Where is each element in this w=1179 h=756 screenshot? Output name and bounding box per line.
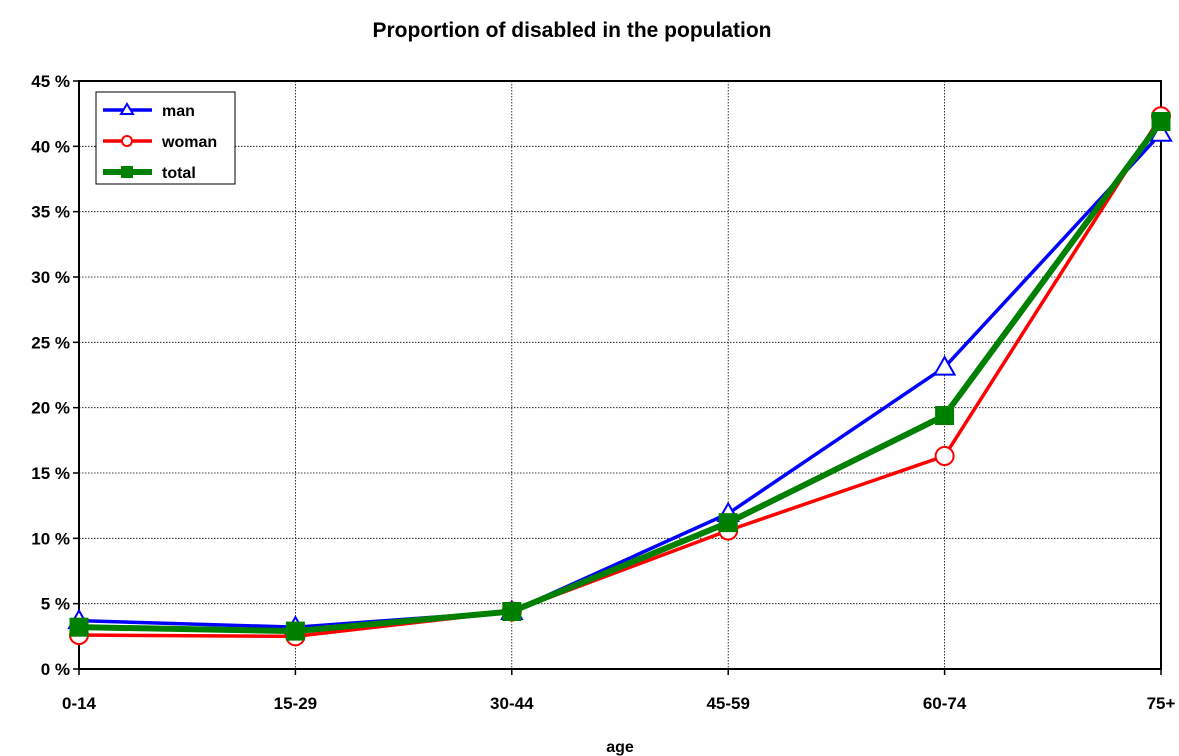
legend-label: man	[162, 103, 195, 120]
x-tick-label: 45-59	[706, 694, 749, 713]
legend-item-man: man	[103, 102, 195, 120]
data-point-total	[285, 621, 305, 641]
legend-square-icon	[121, 166, 133, 178]
series-layer	[67, 106, 1173, 647]
series-total	[69, 112, 1171, 641]
chart-title: Proportion of disabled in the population	[373, 19, 772, 42]
legend-item-woman: woman	[103, 134, 217, 151]
legend-item-total: total	[103, 165, 196, 182]
legend-triangle-icon	[119, 102, 135, 115]
x-axis-label: age	[606, 739, 634, 756]
x-axis-ticks: 0-14 15-29 30-44 45-59 60-74 75+	[62, 669, 1176, 713]
data-point-total	[1151, 112, 1171, 132]
data-point-total	[718, 513, 738, 533]
legend-label: woman	[161, 134, 217, 151]
series-line-man	[78, 132, 1163, 629]
y-tick-label: 5 %	[41, 595, 70, 614]
data-point-woman	[934, 446, 955, 467]
x-tick-label: 15-29	[274, 694, 317, 713]
grid-lines	[79, 81, 1161, 669]
x-tick-label: 30-44	[490, 694, 534, 713]
x-tick-label: 0-14	[62, 694, 97, 713]
legend-label: total	[162, 165, 196, 182]
data-point-total	[502, 602, 522, 622]
data-point-man	[932, 355, 957, 376]
y-tick-label: 25 %	[31, 333, 70, 352]
data-point-total	[935, 406, 955, 426]
y-tick-label: 35 %	[31, 203, 70, 222]
y-tick-label: 15 %	[31, 464, 70, 483]
y-tick-label: 45 %	[31, 72, 70, 91]
plot-area	[78, 80, 1162, 670]
y-tick-label: 40 %	[31, 137, 70, 156]
legend-circle-icon	[121, 135, 133, 147]
legend: man woman total	[95, 91, 236, 185]
x-tick-label: 60-74	[923, 694, 967, 713]
y-axis-ticks: 0 % 5 % 10 % 15 % 20 % 25 % 30 % 35 % 40 % 45 %	[31, 72, 79, 679]
x-tick-label: 75+	[1147, 694, 1176, 713]
data-point-total	[69, 617, 89, 637]
y-tick-label: 0 %	[41, 660, 70, 679]
series-line-woman	[78, 115, 1163, 639]
y-tick-label: 20 %	[31, 399, 70, 418]
legend-items: man woman total	[103, 102, 217, 182]
series-line-total	[78, 119, 1164, 635]
y-tick-label: 30 %	[31, 268, 70, 287]
y-tick-label: 10 %	[31, 529, 70, 548]
legend-box	[95, 91, 236, 185]
